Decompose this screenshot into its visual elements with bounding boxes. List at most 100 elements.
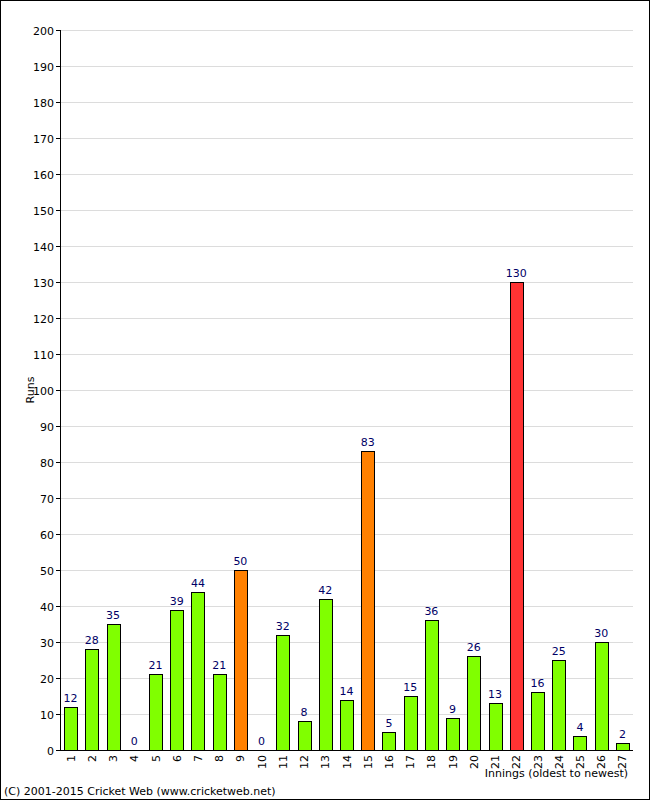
tick-mark [56,102,60,103]
bar [511,283,524,751]
bar [574,737,587,751]
bar [171,611,184,751]
grid-line [60,678,633,679]
grid-line [60,102,633,103]
data-label: 4 [576,721,583,734]
bar [108,625,121,751]
bar [65,708,78,751]
bar [235,571,248,751]
tick-mark [56,66,60,67]
data-label: 28 [85,634,99,647]
tick-mark [56,750,60,751]
tick-label: 190 [33,61,54,74]
tick-label: 130 [33,277,54,290]
bar [192,593,205,751]
data-label: 9 [449,703,456,716]
tick-label: 140 [33,241,54,254]
data-label: 12 [64,692,78,705]
tick-mark [56,30,60,31]
data-label: 14 [340,685,354,698]
bar [150,675,163,751]
tick-mark [56,678,60,679]
data-label: 25 [552,645,566,658]
tick-label: 160 [33,169,54,182]
tick-mark [56,426,60,427]
grid-line [60,354,633,355]
bar [341,701,354,751]
tick-label: 40 [40,601,54,614]
grid-line [60,642,633,643]
tick-label: 120 [33,313,54,326]
tick-label: 10 [40,709,54,722]
category-label: 8 [213,755,226,762]
bar [447,719,460,751]
data-label: 44 [191,577,205,590]
data-label: 2 [619,728,626,741]
tick-label: 0 [47,745,54,758]
x-axis-title: Innings (oldest to newest) [485,767,628,780]
category-label: 12 [298,755,311,769]
tick-mark [56,498,60,499]
category-label: 16 [383,755,396,769]
grid-line [60,246,633,247]
data-label: 21 [212,659,226,672]
bar [383,733,396,751]
category-label: 2 [86,755,99,762]
category-label: 18 [425,755,438,769]
tick-mark [56,642,60,643]
data-label: 42 [318,584,332,597]
bar [617,744,630,751]
tick-label: 110 [33,349,54,362]
tick-label: 70 [40,493,54,506]
data-label: 32 [276,620,290,633]
tick-label: 60 [40,529,54,542]
grid-line [60,318,633,319]
data-label: 21 [149,659,163,672]
tick-mark [56,354,60,355]
tick-mark [56,606,60,607]
category-label: 17 [404,755,417,769]
data-label: 36 [424,605,438,618]
data-label: 0 [258,735,265,748]
bar [490,704,503,751]
grid-line [60,282,633,283]
tick-mark [56,210,60,211]
grid-line [60,210,633,211]
tick-mark [56,390,60,391]
bar [553,661,566,751]
category-label: 11 [277,755,290,769]
tick-label: 200 [33,25,54,38]
tick-mark [56,138,60,139]
grid-line [60,30,633,31]
annotation: (C) 2001-2015 Cricket Web (www.cricketwe… [4,785,276,798]
data-label: 30 [594,627,608,640]
bar [277,636,290,751]
frame [1,1,650,800]
tick-mark [56,318,60,319]
bar [596,643,609,751]
category-label: 14 [341,755,354,769]
grid-line [60,390,633,391]
bar [86,650,99,751]
tick-mark [56,714,60,715]
data-label: 15 [403,681,417,694]
data-label: 0 [131,735,138,748]
data-label: 16 [531,677,545,690]
tick-label: 170 [33,133,54,146]
bar [320,600,333,751]
data-label: 50 [233,555,247,568]
data-label: 39 [170,595,184,608]
bar [299,722,312,751]
y-axis-title: Runs [24,376,37,403]
grid-line [60,426,633,427]
data-label: 35 [106,609,120,622]
category-label: 19 [447,755,460,769]
tick-mark [56,174,60,175]
tick-mark [56,570,60,571]
grid-line [60,462,633,463]
tick-label: 50 [40,565,54,578]
tick-label: 80 [40,457,54,470]
tick-mark [56,534,60,535]
tick-label: 30 [40,637,54,650]
tick-mark [56,246,60,247]
